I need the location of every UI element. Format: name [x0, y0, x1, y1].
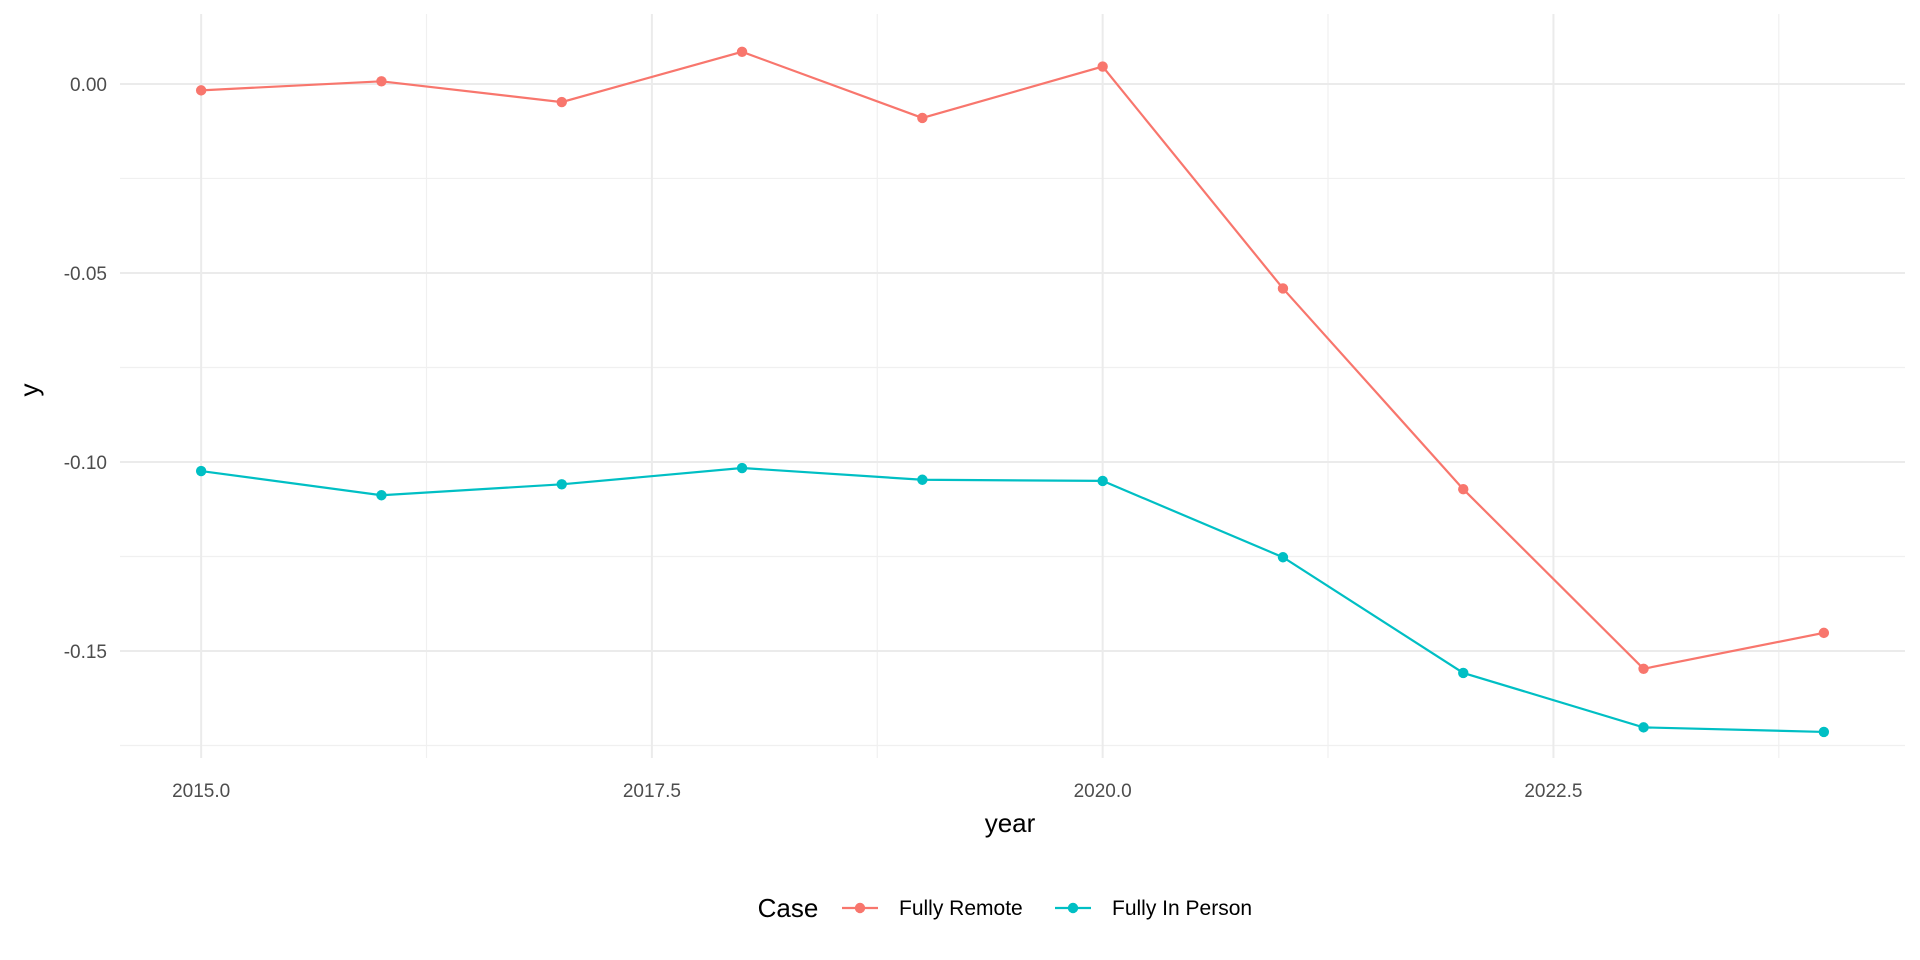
legend: Case Fully Remote Fully In Person — [758, 893, 1252, 923]
x-axis-title: year — [985, 808, 1036, 838]
x-tick-label: 2020.0 — [1074, 781, 1132, 802]
data-point-fully-in-person — [556, 479, 567, 490]
data-point-fully-in-person — [195, 465, 207, 477]
minor-gridlines — [120, 14, 1905, 758]
legend-key-point — [854, 902, 866, 914]
legend-title: Case — [758, 893, 819, 923]
data-point-fully-remote — [1638, 663, 1649, 674]
series-line-fully-remote — [201, 50, 1825, 670]
data-point-fully-remote — [917, 112, 928, 124]
legend-label: Fully In Person — [1112, 897, 1252, 920]
data-point-fully-remote — [1097, 61, 1108, 72]
data-point-fully-in-person — [736, 462, 748, 474]
y-tick-label: 0.00 — [70, 75, 107, 96]
x-tick-label: 2017.5 — [623, 781, 681, 802]
data-point-fully-in-person — [1818, 726, 1830, 738]
data-point-fully-in-person — [1458, 667, 1469, 679]
y-tick-label: -0.05 — [64, 264, 107, 285]
x-tick-label: 2022.5 — [1524, 781, 1582, 802]
y-tick-label: -0.10 — [64, 453, 107, 474]
data-point-fully-remote — [376, 76, 387, 87]
x-tick-label: 2015.0 — [172, 781, 230, 802]
series-layer — [195, 46, 1830, 738]
data-point-fully-remote — [736, 46, 748, 58]
data-point-fully-in-person — [376, 490, 387, 501]
legend-key-point — [1067, 902, 1079, 914]
series-line-fully-in-person — [200, 466, 1824, 734]
y-axis-tick-labels: 0.00 -0.05 -0.10 -0.15 — [64, 75, 107, 663]
data-point-fully-in-person — [917, 474, 928, 485]
data-point-fully-in-person — [1097, 475, 1108, 487]
data-point-fully-remote — [1818, 627, 1830, 639]
data-point-fully-remote — [556, 96, 567, 108]
legend-label: Fully Remote — [899, 897, 1023, 920]
data-point-fully-remote — [195, 85, 207, 96]
y-axis-title: y — [14, 384, 44, 397]
data-point-fully-remote — [1458, 484, 1469, 495]
y-tick-label: -0.15 — [64, 642, 107, 663]
x-axis-tick-labels: 2015.0 2017.5 2020.0 2022.5 — [172, 781, 1582, 802]
data-point-fully-in-person — [1277, 552, 1289, 563]
data-point-fully-remote — [1277, 283, 1289, 294]
data-point-fully-in-person — [1638, 722, 1649, 733]
major-gridlines — [120, 14, 1905, 758]
